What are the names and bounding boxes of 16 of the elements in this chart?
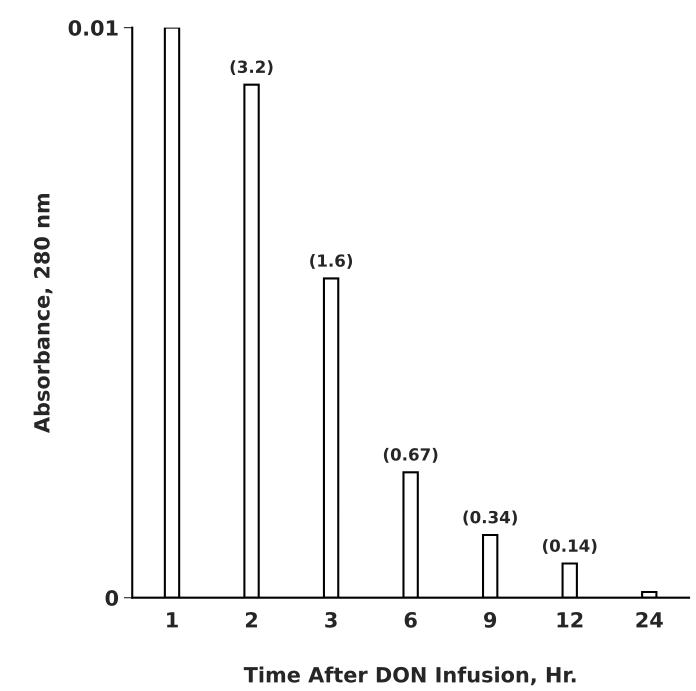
x-tick-label: 9: [484, 612, 496, 628]
y-tick-label: 0.01: [68, 20, 118, 36]
x-tick-label: 24: [636, 612, 663, 628]
y-axis-title: Absorbance, 280 nm: [34, 194, 52, 433]
y-tick-label: 0: [106, 590, 118, 606]
annotation: (0.34): [463, 510, 517, 526]
annotation: (1.6): [310, 254, 352, 269]
x-tick-label: 12: [558, 612, 582, 628]
annotation: (0.67): [384, 448, 438, 463]
x-axis-title: Time After DON Infusion, Hr.: [244, 666, 576, 686]
x-tick-label: 1: [167, 612, 178, 628]
annotation: (3.2): [230, 60, 272, 76]
annotation: (0.14): [542, 539, 596, 554]
x-tick-label: 6: [404, 612, 417, 628]
x-tick-label: 3: [325, 612, 337, 628]
x-tick-label: 2: [246, 612, 257, 628]
